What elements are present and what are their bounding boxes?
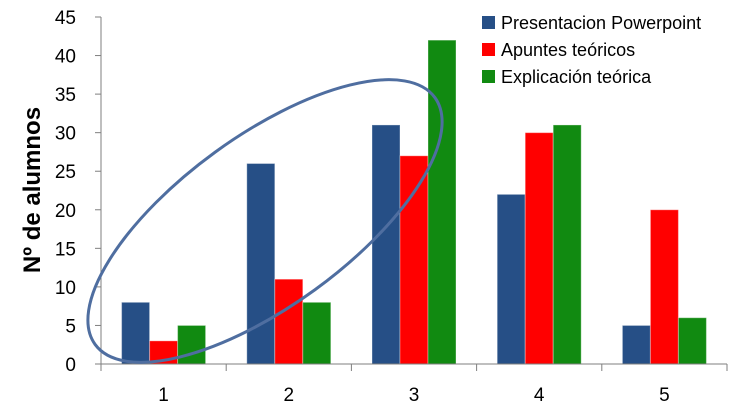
x-tick-label: 5 xyxy=(659,385,670,406)
legend-label-3: Explicación teórica xyxy=(501,67,652,87)
y-tick-label: 15 xyxy=(55,239,76,260)
axes-group xyxy=(100,17,727,365)
bar-series-1-cat-3 xyxy=(371,124,401,365)
bar-series-3-cat-2 xyxy=(302,301,332,365)
bars-group xyxy=(121,39,707,365)
y-tick-label: 40 xyxy=(55,47,76,68)
bar-series-1-cat-2 xyxy=(246,163,276,365)
y-tick-label: 25 xyxy=(55,162,76,183)
x-tick-label: 2 xyxy=(284,385,295,406)
y-tick-label: 20 xyxy=(55,201,76,222)
y-tick-label: 5 xyxy=(65,316,76,337)
y-tick-label: 10 xyxy=(55,278,76,299)
legend-label-1: Presentacion Powerpoint xyxy=(501,13,701,33)
bar-series-1-cat-4 xyxy=(496,193,526,365)
legend: Presentacion Powerpoint Apuntes teóricos E… xyxy=(482,13,701,87)
bar-series-1-cat-1 xyxy=(121,301,151,365)
y-axis-label: Nº de alumnos xyxy=(19,107,46,273)
x-tick-label: 3 xyxy=(409,385,420,406)
bar-series-2-cat-5 xyxy=(649,209,679,365)
annotation-ellipse xyxy=(86,78,444,364)
bar-series-3-cat-3 xyxy=(427,39,457,365)
bar-series-3-cat-5 xyxy=(677,317,707,365)
y-tick-label: 30 xyxy=(55,124,76,145)
legend-swatch-2 xyxy=(482,43,495,56)
x-tick-label: 1 xyxy=(158,385,169,406)
legend-swatch-1 xyxy=(482,16,495,29)
x-tick-label: 4 xyxy=(534,385,545,406)
y-tick-label: 35 xyxy=(55,85,76,106)
bar-series-2-cat-3 xyxy=(399,155,429,365)
bar-series-1-cat-5 xyxy=(621,324,651,365)
bar-series-2-cat-4 xyxy=(524,132,554,365)
legend-swatch-3 xyxy=(482,70,495,83)
bar-series-3-cat-4 xyxy=(552,124,582,365)
y-tick-label: 0 xyxy=(65,355,76,376)
y-tick-label: 45 xyxy=(55,8,76,29)
bar-series-2-cat-2 xyxy=(274,278,304,365)
y-ticks-group: 0 5 10 15 20 25 30 35 40 45 xyxy=(55,8,101,376)
bar-series-3-cat-1 xyxy=(177,324,207,365)
legend-label-2: Apuntes teóricos xyxy=(501,40,635,60)
x-ticks-group: 1 2 3 4 5 xyxy=(100,364,728,406)
